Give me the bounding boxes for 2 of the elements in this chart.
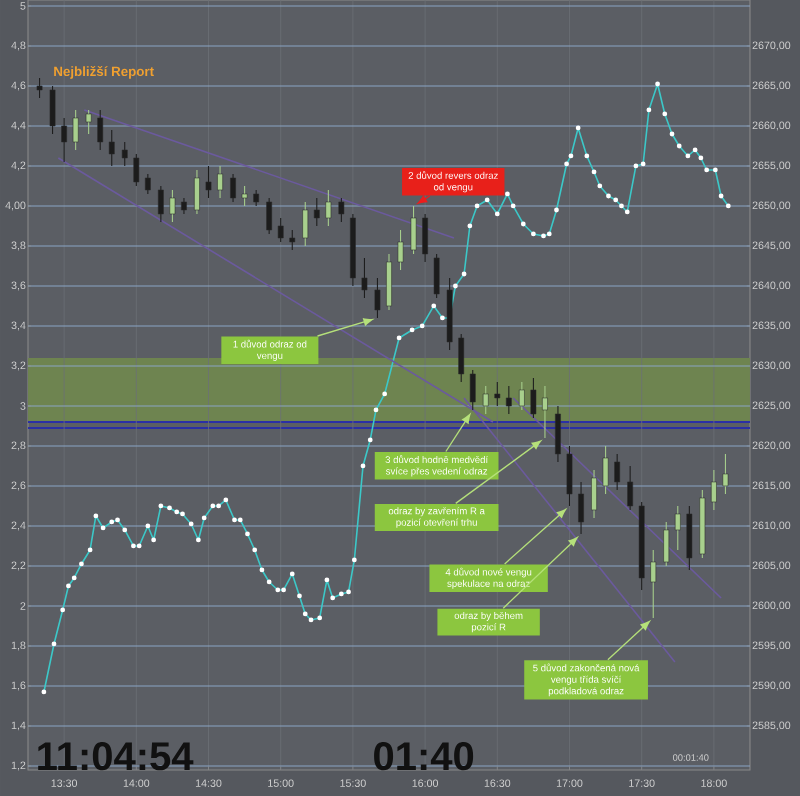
annotation: 01:40: [374, 742, 474, 771]
annotation: 11:04:54: [38, 742, 194, 771]
